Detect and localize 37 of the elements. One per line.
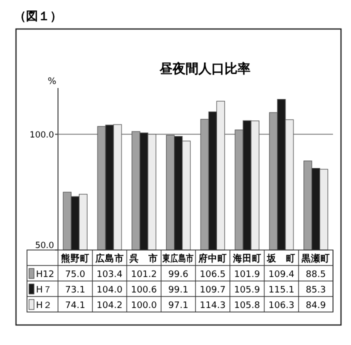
data-label: 100.0: [131, 301, 158, 311]
data-label: 99.6: [168, 270, 189, 280]
data-label: 105.8: [234, 301, 260, 311]
x-tick-label: 広島市: [94, 252, 126, 264]
data-label: 99.1: [168, 286, 188, 296]
y-tick-label: 50.0: [35, 241, 54, 251]
data-label: 115.1: [268, 286, 294, 296]
data-label: 85.3: [306, 286, 326, 296]
data-label: 105.9: [234, 286, 260, 296]
data-label: 109.4: [268, 270, 295, 280]
annotation: （図１）: [14, 9, 62, 23]
data-label: 104.0: [96, 286, 123, 296]
x-tick-label: 海田町: [232, 252, 263, 264]
data-label: 106.5: [200, 270, 226, 280]
data-label: 74.1: [65, 301, 86, 311]
data-label: 114.3: [200, 301, 226, 311]
data-label: 84.9: [306, 301, 326, 311]
data-label: 97.1: [168, 301, 188, 311]
x-tick-label: 熊野町: [60, 252, 91, 264]
x-tick-label: 呉 市: [128, 252, 160, 264]
legend-label: H12: [36, 270, 54, 280]
data-label: 88.5: [306, 270, 326, 280]
data-label: 100.6: [131, 286, 158, 296]
data-label: 101.2: [131, 270, 157, 280]
data-label: 75.0: [65, 270, 86, 280]
data-label: 103.4: [96, 270, 123, 280]
ylabel: %: [48, 77, 56, 87]
x-tick-label: 坂 町: [266, 252, 298, 264]
data-label: 73.1: [65, 286, 86, 296]
data-label: 101.9: [234, 270, 260, 280]
data-label: 109.7: [200, 286, 226, 296]
legend-label: H２: [36, 301, 52, 311]
data-label: 104.2: [96, 301, 122, 311]
title: 昼夜間人口比率: [160, 62, 250, 77]
x-tick-label: 黒瀬町: [300, 252, 332, 264]
legend-label: H７: [36, 286, 52, 296]
data-label: 106.3: [268, 301, 294, 311]
